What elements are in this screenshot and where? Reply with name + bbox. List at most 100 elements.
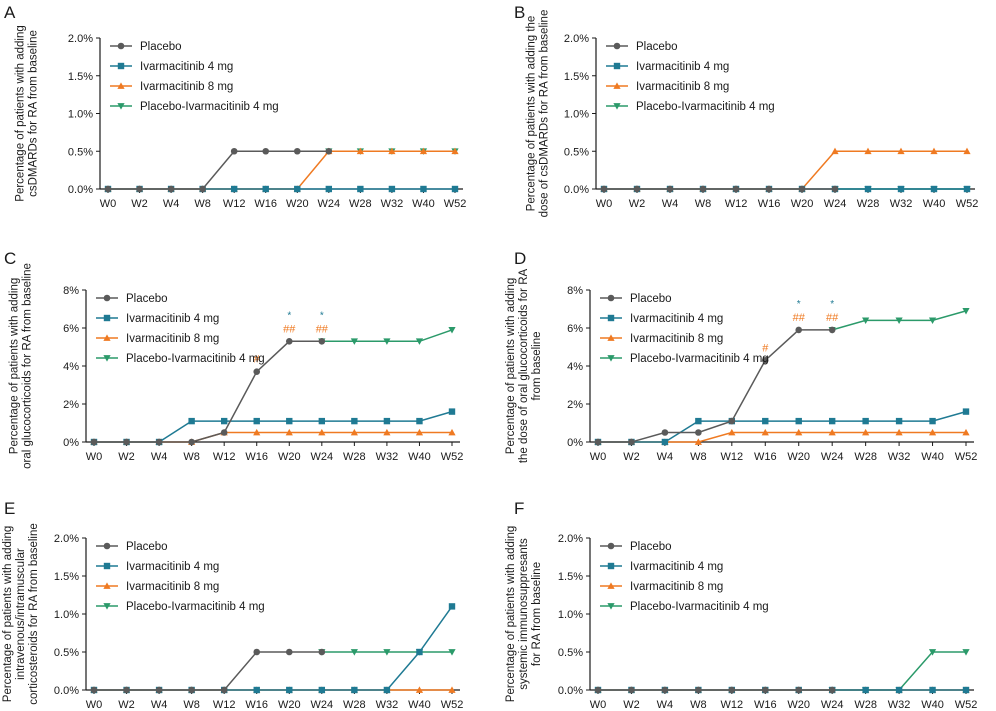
- legend-item-ivarmacitinib-8-mg: Ivarmacitinib 8 mg: [600, 581, 723, 593]
- x-tick-label: W52: [441, 451, 464, 463]
- data-point: [351, 686, 358, 694]
- legend-label: Ivarmacitinib 8 mg: [636, 81, 729, 93]
- legend-item-ivarmacitinib-4-mg: Ivarmacitinib 4 mg: [110, 61, 233, 73]
- data-point: [188, 686, 195, 694]
- x-tick-label: W32: [376, 699, 399, 711]
- y-axis-label: Percentage of patients with addingcsDMAR…: [15, 25, 40, 201]
- data-point: [828, 417, 836, 425]
- x-tick-label: W24: [821, 451, 844, 463]
- data-point: [123, 686, 130, 694]
- y-tick-label: 4%: [567, 361, 583, 373]
- series-placebo: [90, 648, 326, 694]
- data-point: [388, 147, 396, 155]
- significance-mark: *: [287, 310, 291, 321]
- legend: Placebo Ivarmacitinib 4 mg Ivarmacitinib 8…: [600, 293, 769, 365]
- significance-mark: #: [254, 354, 261, 366]
- legend-label: Ivarmacitinib 8 mg: [630, 581, 723, 593]
- legend-marker: [607, 294, 615, 302]
- data-point: [318, 686, 326, 694]
- y-tick-label: 0%: [63, 437, 79, 449]
- data-point: [864, 185, 872, 193]
- x-tick-label: W52: [441, 699, 464, 711]
- data-point: [761, 686, 769, 694]
- legend-label: Placebo: [126, 541, 168, 553]
- series-placebo: [594, 326, 836, 446]
- data-point: [930, 185, 938, 193]
- panel-b: B 0.0% 0.5% 1.0% 1.5% 2.0% W0 W2 W4 W8 W12 W16 W20 W2…: [514, 3, 978, 217]
- data-point: [451, 185, 459, 193]
- data-point: [862, 686, 869, 694]
- legend-marker: [103, 582, 111, 589]
- data-point: [862, 317, 870, 324]
- significance-mark: *: [797, 299, 801, 310]
- data-point: [661, 429, 669, 436]
- data-point: [155, 686, 163, 694]
- series-line: [598, 329, 833, 443]
- data-point: [694, 438, 702, 445]
- panel-label: C: [4, 249, 16, 268]
- data-point: [253, 428, 261, 436]
- x-tick-label: W12: [223, 198, 246, 210]
- x-tick-label: W28: [854, 699, 877, 711]
- y-tick-label: 8%: [567, 285, 583, 297]
- series-line: [94, 651, 322, 691]
- significance-mark: ##: [793, 312, 806, 324]
- data-point: [90, 686, 98, 694]
- data-point: [594, 438, 602, 446]
- data-point: [594, 686, 602, 694]
- y-tick-label: 6%: [63, 323, 79, 335]
- x-tick-label: W4: [163, 198, 180, 210]
- legend-label: Ivarmacitinib 4 mg: [630, 313, 723, 325]
- x-tick-label: W8: [194, 198, 211, 210]
- legend-marker: [117, 82, 125, 89]
- x-tick-label: W28: [343, 699, 366, 711]
- data-point: [415, 686, 424, 693]
- data-point: [262, 185, 269, 193]
- x-tick-label: W0: [100, 198, 117, 210]
- y-tick-label: 1.0%: [54, 609, 79, 621]
- legend-label: Ivarmacitinib 4 mg: [140, 61, 233, 73]
- x-tick-label: W16: [754, 699, 777, 711]
- legend-label: Ivarmacitinib 8 mg: [126, 581, 219, 593]
- panel-label: D: [514, 249, 526, 268]
- y-axis-label: Percentage of patients with addingsystem…: [505, 526, 543, 702]
- data-point: [897, 185, 905, 193]
- x-tick-label: W52: [955, 699, 978, 711]
- data-point: [930, 147, 938, 155]
- legend-marker: [607, 562, 615, 570]
- data-point: [798, 185, 806, 193]
- y-tick-label: 6%: [567, 323, 583, 335]
- x-tick-label: W40: [412, 198, 435, 210]
- x-tick-label: W20: [286, 198, 309, 210]
- legend-label: Placebo-Ivarmacitinib 4 mg: [630, 353, 769, 365]
- x-tick-label: W24: [311, 451, 334, 463]
- data-point: [220, 429, 228, 436]
- series-line: [832, 651, 966, 691]
- data-point: [732, 185, 740, 193]
- data-point: [285, 428, 293, 436]
- legend-item-placebo-ivarmacitinib-4-mg: Placebo-Ivarmacitinib 4 mg: [96, 601, 265, 613]
- data-point: [90, 438, 98, 446]
- x-tick-label: W24: [311, 699, 334, 711]
- x-tick-label: W40: [921, 699, 944, 711]
- legend-item-ivarmacitinib-8-mg: Ivarmacitinib 8 mg: [600, 333, 723, 345]
- data-point: [230, 147, 238, 155]
- y-tick-label: 8%: [63, 285, 79, 297]
- legend-item-placebo-ivarmacitinib-4-mg: Placebo-Ivarmacitinib 4 mg: [110, 101, 279, 113]
- legend-item-ivarmacitinib-8-mg: Ivarmacitinib 8 mg: [96, 581, 219, 593]
- data-point: [253, 368, 261, 376]
- significance-mark: #: [762, 342, 769, 354]
- data-point: [895, 428, 903, 436]
- legend-marker: [613, 62, 621, 70]
- x-tick-label: W28: [343, 451, 366, 463]
- y-tick-label: 1.5%: [564, 71, 589, 83]
- series-placebo-ivarmacitinib-4-mg: [828, 308, 970, 334]
- legend-marker: [103, 355, 111, 362]
- y-tick-label: 4%: [63, 361, 79, 373]
- legend-item-placebo-ivarmacitinib-4-mg: Placebo-Ivarmacitinib 4 mg: [600, 353, 769, 365]
- data-point: [155, 438, 163, 446]
- y-tick-label: 2.0%: [68, 33, 93, 45]
- data-point: [325, 147, 333, 155]
- legend: Placebo Ivarmacitinib 4 mg Ivarmacitinib 8…: [600, 541, 769, 613]
- legend-label: Ivarmacitinib 4 mg: [636, 61, 729, 73]
